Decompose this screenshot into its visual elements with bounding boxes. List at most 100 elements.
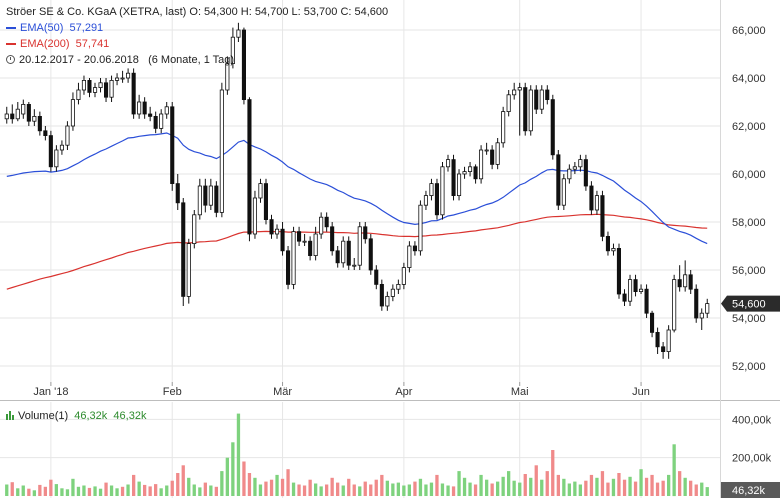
volume-bar bbox=[308, 479, 312, 496]
ema50-value: 57,291 bbox=[69, 22, 104, 34]
candle-body bbox=[258, 183, 263, 199]
candle-body bbox=[379, 283, 384, 307]
volume-bar bbox=[82, 485, 86, 496]
volume-bar bbox=[242, 461, 246, 496]
volume-bar bbox=[490, 483, 494, 496]
volume-bar bbox=[429, 482, 434, 496]
candle-body bbox=[655, 331, 660, 348]
volume-legend[interactable]: Volume(1) 46,32k 46,32k bbox=[6, 410, 146, 423]
volume-bar bbox=[639, 469, 643, 496]
volume-bar bbox=[385, 480, 389, 496]
volume-bar bbox=[540, 479, 544, 496]
candle-body bbox=[159, 113, 164, 129]
candle-body bbox=[181, 202, 186, 297]
volume-bar bbox=[562, 478, 566, 497]
candle-body bbox=[694, 288, 699, 319]
candle-body bbox=[115, 77, 120, 81]
candle-body bbox=[43, 130, 48, 137]
volume-tick-label: 200,00k bbox=[732, 453, 772, 465]
price-axis: 66,000 64,000 62,000 60,000 58,000 56,000 54,0… bbox=[721, 25, 780, 373]
candle-body bbox=[247, 99, 252, 235]
candle-body bbox=[600, 195, 605, 237]
candle-body bbox=[699, 312, 704, 319]
volume-bar bbox=[336, 482, 340, 496]
candle-body bbox=[236, 29, 241, 38]
volume-bar bbox=[280, 478, 285, 497]
time-axis: Jan '18 Feb Mär Apr Mai Jun bbox=[33, 386, 650, 398]
price-tick-label: 60,000 bbox=[732, 169, 766, 181]
price-tick-label: 62,000 bbox=[732, 121, 766, 133]
candle-body bbox=[440, 166, 445, 216]
volume-bar bbox=[109, 485, 114, 496]
candle-body bbox=[15, 108, 20, 120]
candle-body bbox=[517, 87, 522, 91]
candle-body bbox=[313, 233, 318, 257]
price-tick-label: 54,000 bbox=[732, 313, 766, 325]
volume-bar bbox=[700, 482, 704, 496]
candle-body bbox=[148, 113, 153, 117]
volume-bar bbox=[628, 476, 632, 496]
volume-bar bbox=[529, 477, 533, 496]
volume-bar bbox=[363, 481, 367, 496]
candle-body bbox=[556, 154, 561, 206]
candle-body bbox=[445, 159, 451, 168]
volume-bar bbox=[286, 469, 290, 496]
volume-bar bbox=[104, 482, 108, 496]
time-tick-label: Jun bbox=[632, 386, 650, 398]
last-price-tag bbox=[721, 295, 780, 312]
volume-bar bbox=[534, 465, 538, 496]
volume-bar bbox=[291, 482, 296, 496]
candle-body bbox=[346, 240, 351, 266]
candle-body bbox=[131, 72, 136, 115]
candle-body bbox=[429, 183, 434, 197]
volume-bar bbox=[253, 477, 257, 496]
candle-body bbox=[175, 183, 180, 204]
volume-value-2: 46,32k bbox=[113, 410, 147, 422]
candle-body bbox=[363, 226, 368, 240]
volume-bar bbox=[264, 481, 268, 496]
volume-bar bbox=[402, 485, 406, 496]
volume-bar bbox=[358, 486, 362, 496]
volume-bar bbox=[330, 477, 334, 496]
candle-body bbox=[59, 144, 64, 151]
candle-body bbox=[280, 228, 285, 252]
volume-bar bbox=[10, 482, 14, 496]
candle-body bbox=[611, 247, 616, 252]
volume-bar bbox=[633, 481, 638, 496]
last-volume-tag bbox=[721, 482, 780, 498]
candle-body bbox=[561, 178, 566, 206]
volume-bar bbox=[407, 484, 411, 496]
candle-body bbox=[296, 231, 302, 242]
volume-bar bbox=[694, 484, 698, 496]
volume-bar bbox=[451, 486, 456, 496]
ema50-swatch-icon bbox=[6, 27, 16, 30]
candle-body bbox=[93, 87, 98, 93]
volume-bar bbox=[479, 474, 483, 496]
volume-bar bbox=[165, 485, 169, 496]
volume-bar bbox=[115, 488, 119, 496]
candle-body bbox=[418, 204, 423, 252]
volume-bar bbox=[87, 487, 92, 496]
candle-body bbox=[203, 185, 208, 206]
price-tick-label: 58,000 bbox=[732, 217, 766, 229]
candle-body bbox=[164, 106, 169, 115]
candle-body bbox=[578, 159, 583, 168]
volume-bar bbox=[617, 473, 621, 496]
volume-bar bbox=[143, 484, 147, 496]
volume-bar bbox=[468, 482, 472, 496]
candle-body bbox=[291, 231, 296, 285]
volume-bar bbox=[435, 474, 439, 496]
candle-body bbox=[583, 159, 588, 187]
ema50-legend[interactable]: EMA(50) 57,291 bbox=[6, 21, 103, 35]
ema200-label: EMA(200) bbox=[20, 38, 70, 50]
candle-body bbox=[263, 183, 268, 221]
volume-bar bbox=[49, 479, 53, 496]
ema50-line-layer bbox=[6, 132, 708, 245]
candle-body bbox=[357, 226, 362, 266]
ema200-legend[interactable]: EMA(200) 57,741 bbox=[6, 37, 109, 51]
volume-bar bbox=[352, 484, 356, 496]
clock-icon bbox=[6, 55, 15, 64]
candle-body bbox=[539, 89, 544, 110]
candle-body bbox=[523, 87, 528, 132]
volume-bar bbox=[595, 477, 599, 496]
